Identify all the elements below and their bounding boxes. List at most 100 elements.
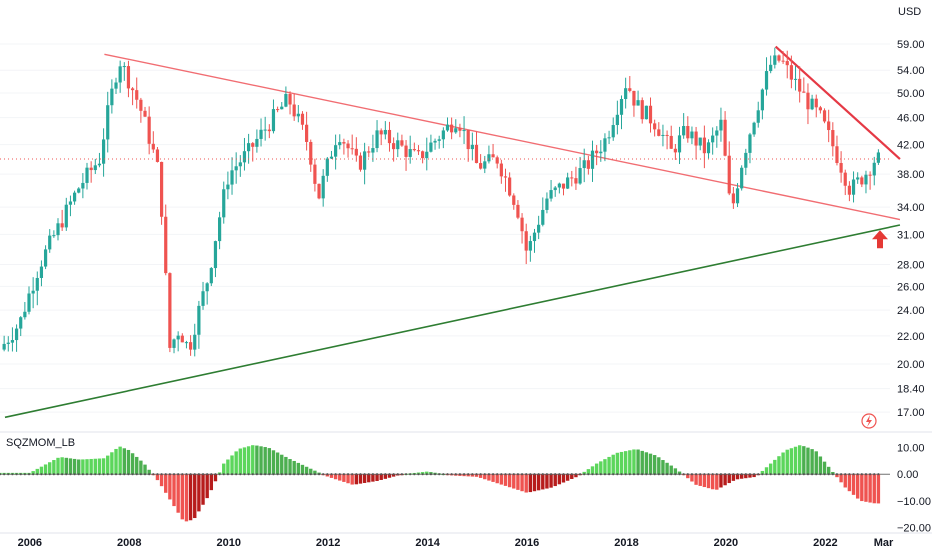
squeeze-dot [848, 473, 851, 476]
momentum-bar [735, 474, 740, 480]
candle-body [433, 140, 437, 143]
squeeze-dot [36, 473, 39, 476]
momentum-bar [603, 459, 607, 475]
squeeze-dot [694, 473, 698, 476]
momentum-bar [665, 462, 669, 475]
momentum-bar [516, 474, 520, 490]
candle-body [39, 266, 44, 278]
candle-body [97, 163, 102, 166]
squeeze-dot [404, 473, 408, 476]
squeeze-dot [284, 473, 287, 476]
momentum-bar [263, 447, 267, 475]
candle-body [23, 311, 27, 318]
squeeze-dot [276, 473, 279, 476]
squeeze-dot [363, 473, 366, 476]
candle-body [756, 110, 760, 123]
candle-body [396, 140, 400, 150]
momentum-bar [644, 452, 649, 475]
squeeze-dot [251, 473, 254, 476]
candle-body [682, 126, 686, 136]
squeeze-dot [699, 473, 702, 476]
squeeze-dot [665, 473, 669, 476]
squeeze-dot [856, 473, 859, 476]
candle-body [180, 335, 184, 343]
candle-body [139, 99, 143, 111]
squeeze-dot [860, 473, 863, 476]
candle-body [810, 98, 814, 110]
squeeze-dot [728, 473, 731, 476]
candle-body [234, 166, 238, 171]
squeeze-dot [798, 473, 801, 476]
momentum-axis[interactable]: 10.00 0.00 −10.00 −20.00 [897, 443, 931, 535]
candle-body [56, 223, 60, 236]
squeeze-dot [32, 473, 35, 476]
momentum-bar [657, 457, 661, 475]
squeeze-dot [396, 473, 399, 476]
momentum-bar [201, 474, 205, 505]
momentum-bar [744, 474, 748, 479]
momentum-bar [582, 471, 586, 475]
squeeze-dot [578, 473, 582, 476]
candle-body [764, 71, 769, 90]
candle-body [458, 128, 462, 131]
momentum-bar [876, 474, 881, 504]
candle-body [545, 198, 549, 210]
candle-body [706, 142, 711, 154]
time-axis[interactable]: 2006 2008 2010 2012 2014 2016 2018 2020 2022 Mar [0, 532, 932, 549]
momentum-bar [802, 446, 806, 475]
momentum-bar [147, 469, 151, 475]
candle-body [354, 148, 358, 156]
squeeze-dot [475, 473, 478, 476]
momentum-bar [242, 447, 247, 475]
momentum-bar [773, 459, 777, 475]
candle-body [520, 217, 524, 232]
squeeze-dot [823, 473, 826, 476]
squeeze-dot [811, 473, 814, 476]
momentum-bar [176, 474, 180, 513]
momentum-bar [122, 448, 127, 475]
candle-body [164, 216, 168, 274]
candle-body [445, 124, 450, 131]
candle-body [230, 170, 234, 185]
candle-body [462, 130, 466, 132]
squeeze-dot [794, 473, 797, 476]
annotations [861, 230, 888, 429]
candle-body [677, 135, 682, 153]
candle-body [255, 138, 259, 147]
squeeze-dot [537, 473, 540, 476]
squeeze-dot [27, 473, 31, 476]
candle-body [267, 129, 271, 132]
squeeze-dot [77, 473, 80, 476]
candle-body [19, 317, 23, 329]
squeeze-dot [815, 473, 818, 476]
time-tick-label: 2020 [714, 537, 738, 549]
candle-body [673, 148, 677, 153]
squeeze-dot [525, 473, 528, 476]
candle-body [242, 151, 247, 163]
squeeze-dot [243, 473, 246, 476]
squeeze-dot [624, 473, 627, 476]
candle-body [367, 151, 371, 153]
squeeze-dot [703, 473, 706, 476]
candle-body [329, 156, 334, 159]
candle-body [168, 273, 172, 348]
candle-body [665, 134, 669, 136]
candle-body [454, 128, 458, 133]
squeeze-dot [317, 473, 321, 476]
candle-body [702, 137, 706, 154]
squeeze-dot [467, 473, 470, 476]
squeeze-dot [777, 473, 781, 476]
candle-body [777, 55, 781, 61]
squeeze-dot [139, 473, 142, 476]
squeeze-dot [483, 473, 486, 476]
price-axis[interactable]: 59.00 54.00 50.00 46.00 42.00 38.00 34.00 31.00… [897, 39, 925, 419]
candle-body [818, 107, 822, 111]
candle-body [814, 98, 818, 108]
squeeze-dot [487, 473, 491, 476]
time-tick-label: 2006 [18, 537, 42, 549]
momentum-bar [354, 474, 359, 485]
candle-body [151, 143, 155, 150]
candle-body [487, 154, 491, 162]
squeeze-dot [177, 473, 180, 476]
